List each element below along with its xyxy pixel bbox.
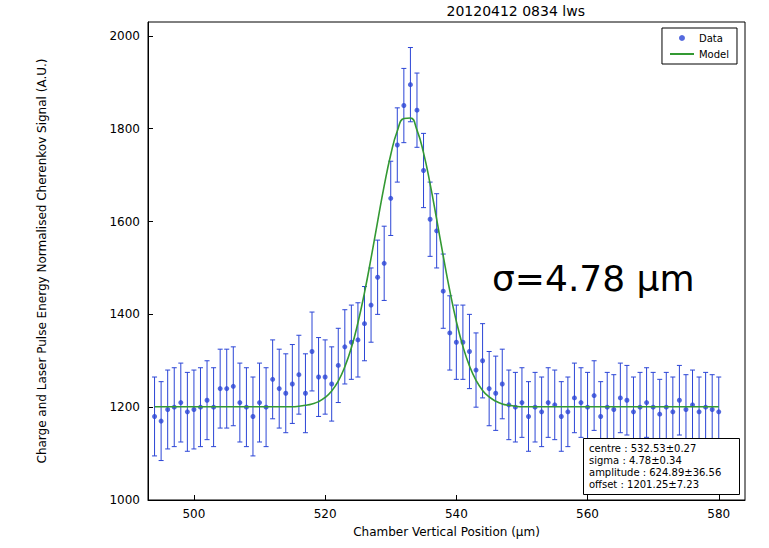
svg-text:1600: 1600 xyxy=(109,215,140,229)
svg-text:1000: 1000 xyxy=(109,493,140,507)
svg-text:580: 580 xyxy=(707,507,730,521)
svg-text:Charge and Laser Pulse Energy: Charge and Laser Pulse Energy Normalised… xyxy=(35,59,49,464)
svg-text:500: 500 xyxy=(182,507,205,521)
svg-text:sigma : 4.78±0.34: sigma : 4.78±0.34 xyxy=(589,455,682,466)
svg-text:540: 540 xyxy=(445,507,468,521)
svg-text:Data: Data xyxy=(699,33,723,44)
svg-text:1800: 1800 xyxy=(109,122,140,136)
svg-text:20120412 0834 lws: 20120412 0834 lws xyxy=(446,3,584,19)
svg-text:1200: 1200 xyxy=(109,400,140,414)
svg-text:1400: 1400 xyxy=(109,307,140,321)
svg-text:560: 560 xyxy=(576,507,599,521)
svg-text:520: 520 xyxy=(314,507,337,521)
svg-text:2000: 2000 xyxy=(109,29,140,43)
svg-text:amplitude : 624.89±36.56: amplitude : 624.89±36.56 xyxy=(589,467,721,478)
svg-text:Model: Model xyxy=(699,49,729,60)
svg-text:Chamber Vertical Position (μm): Chamber Vertical Position (μm) xyxy=(353,525,540,539)
svg-text:σ=4.78 μm: σ=4.78 μm xyxy=(492,258,695,299)
svg-text:centre : 532.53±0.27: centre : 532.53±0.27 xyxy=(589,443,696,454)
svg-text:offset : 1201.25±7.23: offset : 1201.25±7.23 xyxy=(589,479,699,490)
